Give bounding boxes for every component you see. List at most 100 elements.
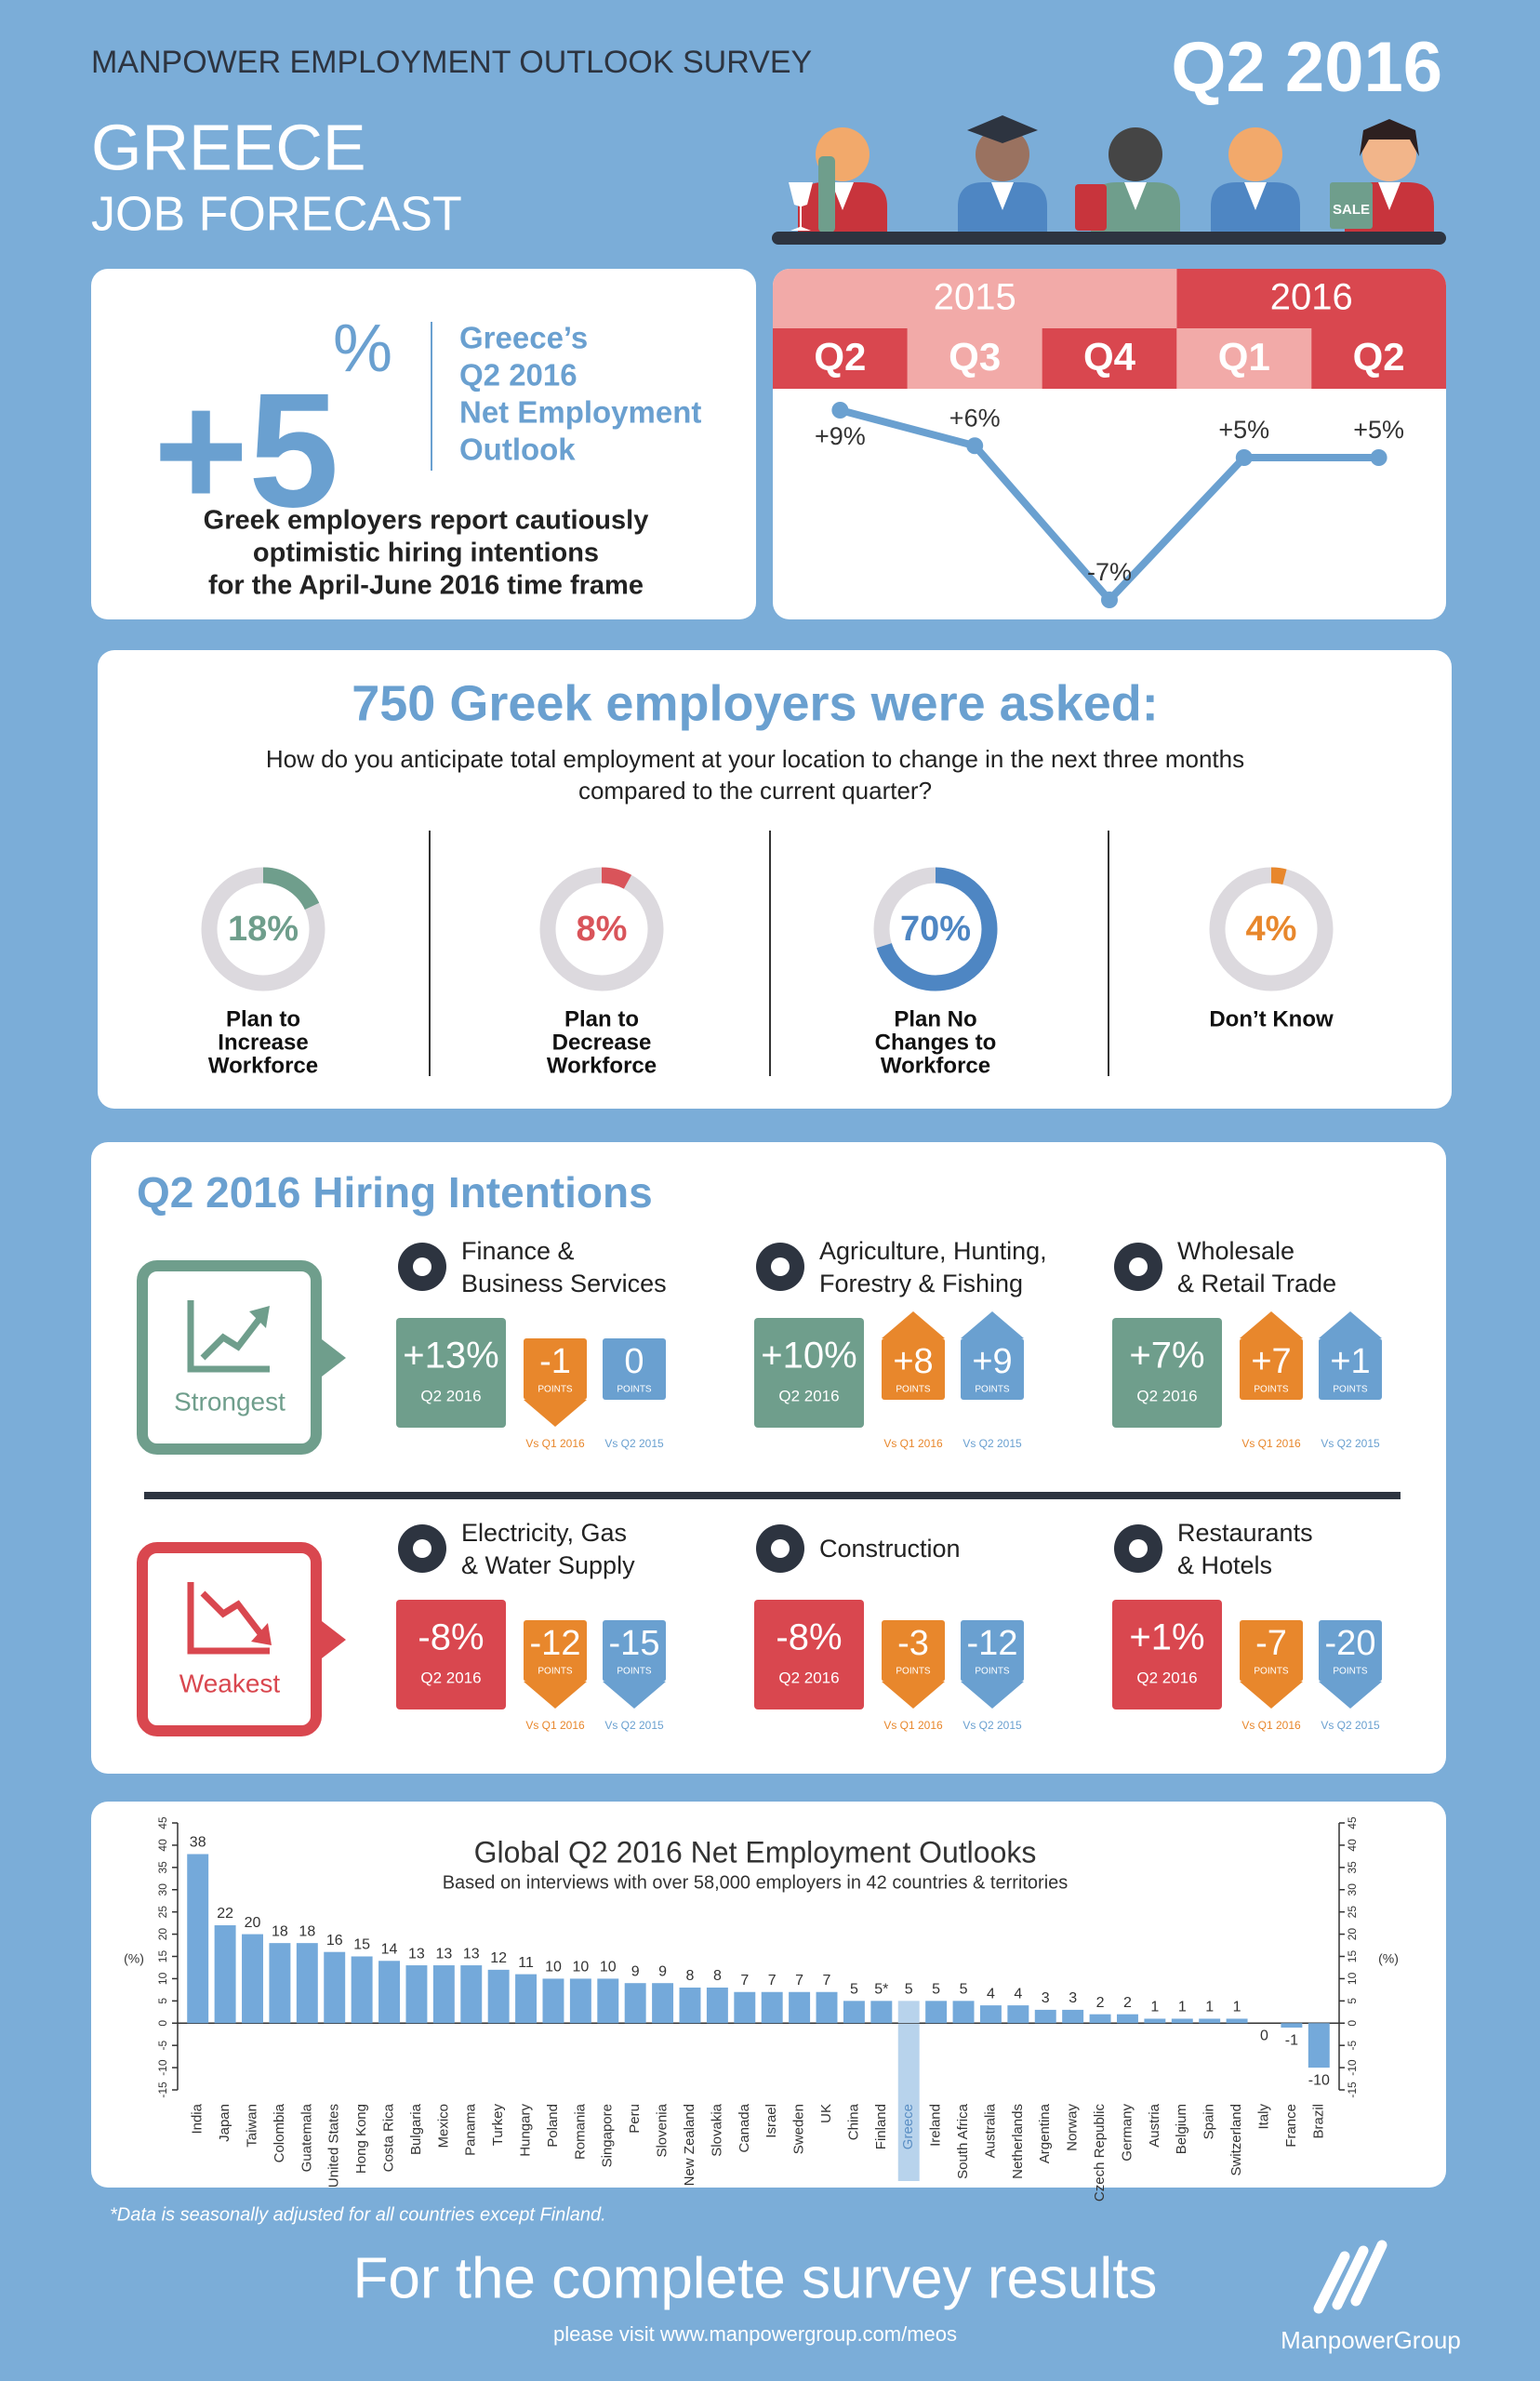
y-tick-label: 20	[156, 1928, 169, 1941]
change-value: +7	[1251, 1342, 1291, 1381]
y-tick-label: 15	[156, 1950, 169, 1963]
x-tick-label: Finland	[873, 2104, 889, 2149]
change-value: -12	[530, 1624, 581, 1663]
outlook-unit: %	[333, 312, 392, 386]
outlook-description: optimistic hiring intentions	[253, 539, 599, 568]
survey-question: How do you anticipate total employment a…	[266, 745, 1244, 773]
change-tile	[1319, 1338, 1382, 1400]
x-tick-label: Australia	[982, 2103, 998, 2158]
bar	[1281, 2023, 1303, 2029]
bar-value-label: 3	[1069, 1990, 1077, 2006]
rank-pointer	[322, 1339, 346, 1377]
footnote: *Data is seasonally adjusted for all cou…	[110, 2204, 606, 2225]
period: Q2 2016	[1171, 28, 1442, 107]
bar	[706, 1987, 728, 2024]
change-unit: POINTS	[1333, 1385, 1368, 1395]
rank-label: Weakest	[179, 1669, 281, 1697]
bar-value-label: 15	[353, 1937, 370, 1953]
bar-value-label: 12	[490, 1950, 507, 1966]
bar-value-label: 1	[1150, 2000, 1159, 2015]
outlook-description: for the April-June 2016 time frame	[208, 571, 644, 601]
change-caption: Vs Q1 2016	[883, 1719, 943, 1732]
survey-name: MANPOWER EMPLOYMENT OUTLOOK SURVEY	[91, 45, 812, 80]
survey-title: 750 Greek employers were asked:	[352, 675, 1159, 731]
y-tick-label: 40	[156, 1839, 169, 1852]
change-unit: POINTS	[975, 1385, 1010, 1395]
bar	[515, 1974, 538, 2024]
change-value: +1	[1330, 1342, 1370, 1381]
rank-arrow	[200, 1590, 265, 1639]
change-tile	[524, 1338, 587, 1400]
y-tick-label: 25	[156, 1906, 169, 1919]
bar-value-label: 5	[960, 1982, 968, 1998]
change-tile	[1240, 1338, 1303, 1400]
bar	[351, 1956, 373, 2024]
bar	[679, 1987, 701, 2024]
bottle	[818, 156, 835, 233]
sector-name: & Retail Trade	[1177, 1270, 1336, 1297]
year-label: 2015	[934, 277, 1016, 318]
figure-head	[1228, 127, 1282, 181]
change-unit: POINTS	[1333, 1667, 1368, 1677]
sector-period: Q2 2016	[778, 1387, 839, 1404]
change-arrow	[1319, 1682, 1382, 1709]
sector-icon-glyph	[413, 1539, 431, 1558]
change-caption: Vs Q1 2016	[525, 1437, 585, 1450]
outlook-tile	[396, 1600, 506, 1709]
bar	[816, 1991, 838, 2024]
year-band	[1176, 269, 1446, 328]
change-tile	[603, 1338, 666, 1400]
x-tick-label: UK	[818, 2104, 834, 2123]
bar-value-label: 1	[1233, 2000, 1241, 2015]
sector-outlook: +13%	[403, 1336, 498, 1377]
trend-value-label: +6%	[949, 404, 1001, 432]
sector-icon-glyph	[413, 1257, 431, 1276]
chart-subtitle: Based on interviews with over 58,000 emp…	[443, 1872, 1069, 1893]
change-unit: POINTS	[896, 1667, 931, 1677]
change-caption: Vs Q1 2016	[525, 1719, 585, 1732]
x-tick-label: Hungary	[518, 2104, 534, 2157]
rank-label: Strongest	[174, 1387, 285, 1416]
change-arrow	[961, 1311, 1024, 1338]
bar	[843, 2001, 865, 2024]
y-axis-label: (%)	[1378, 1951, 1399, 1966]
bar-value-label: 16	[326, 1933, 343, 1949]
bar	[405, 1965, 428, 2024]
sector-name: Agriculture, Hunting,	[819, 1237, 1047, 1265]
footer-url: please visit www.manpowergroup.com/meos	[553, 2322, 957, 2346]
x-tick-label: Sweden	[791, 2104, 807, 2154]
bar	[761, 1991, 783, 2024]
outlook-tile	[396, 1318, 506, 1428]
y-tick-label: 20	[1346, 1928, 1359, 1941]
bar	[460, 1965, 483, 2024]
donut-label: Workforce	[208, 1053, 318, 1078]
trend-point	[1370, 449, 1387, 466]
x-tick-label: Ireland	[928, 2104, 944, 2147]
quarter-band	[1311, 328, 1446, 389]
x-tick-label: Slovenia	[655, 2103, 670, 2157]
y-tick-label: 45	[156, 1816, 169, 1829]
change-caption: Vs Q1 2016	[1241, 1437, 1301, 1450]
change-unit: POINTS	[1254, 1385, 1289, 1395]
hiring-title: Q2 2016 Hiring Intentions	[137, 1168, 653, 1217]
rank-arrowhead	[249, 1306, 270, 1328]
bar	[952, 2001, 975, 2024]
donut-arc	[873, 867, 998, 991]
x-tick-label: Colombia	[272, 2103, 287, 2162]
bar-value-label: 1	[1178, 2000, 1187, 2015]
country: GREECE	[91, 111, 366, 183]
bar	[432, 1965, 455, 2024]
trend-point	[966, 437, 984, 455]
x-tick-label: Hong Kong	[353, 2104, 369, 2174]
wine-glass	[789, 182, 813, 231]
sector-outlook: -8%	[418, 1617, 484, 1658]
trend-value-label: +5%	[1353, 416, 1404, 444]
bar-value-label: 9	[658, 1963, 667, 1979]
logo-stroke	[1350, 2240, 1387, 2307]
change-arrow	[1240, 1311, 1303, 1338]
change-arrow	[961, 1682, 1024, 1709]
outlook-label: Net Employment	[459, 395, 701, 430]
bar	[1089, 2014, 1111, 2024]
bar-value-label: 5	[932, 1982, 940, 1998]
x-tick-label: Peru	[627, 2104, 643, 2134]
